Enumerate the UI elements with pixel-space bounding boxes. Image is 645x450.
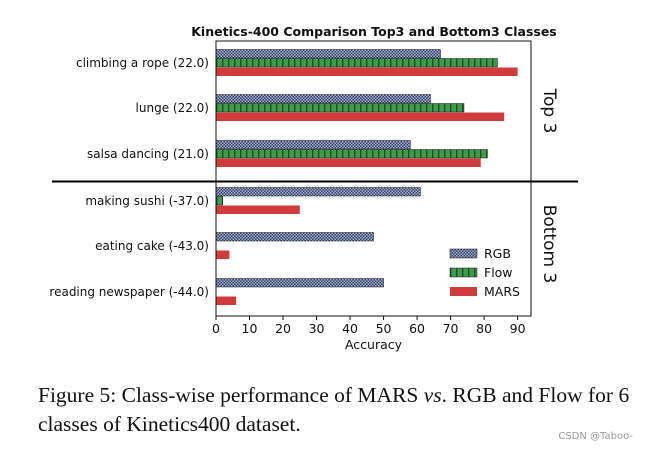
bar-chart: Kinetics-400 Comparison Top3 and Bottom3… [49, 24, 578, 352]
chart-title: Kinetics-400 Comparison Top3 and Bottom3… [191, 24, 557, 39]
bar-rgb-5 [215, 232, 374, 242]
category-label-6: reading newspaper (-44.0) [49, 285, 209, 299]
caption-italic-vs: vs [423, 383, 442, 407]
legend-label-flow: Flow [484, 265, 513, 280]
x-tick-label-6: 60 [409, 321, 425, 336]
x-axis-label: Accuracy [345, 337, 403, 352]
bar-flow-2 [215, 103, 465, 113]
legend-swatch-mars [450, 287, 477, 296]
plot-frame [215, 40, 532, 317]
bar-flow-4 [215, 196, 223, 206]
bar-flow-1 [215, 58, 498, 68]
figure-caption: Figure 5: Class-wise performance of MARS… [38, 381, 638, 439]
caption-text-end: . RGB and Flow for 6 classes of Kinetics… [38, 383, 630, 436]
caption-text-start: Figure 5: Class-wise performance of MARS [38, 383, 424, 407]
x-tick-label-3: 30 [309, 321, 325, 336]
bar-mars-6 [216, 296, 237, 305]
bar-mars-3 [216, 158, 481, 167]
bar-rgb-4 [215, 187, 421, 197]
category-label-5: eating cake (-43.0) [95, 239, 209, 253]
legend-swatch-flow [449, 267, 478, 278]
bar-mars-4 [216, 205, 300, 214]
bar-mars-1 [216, 67, 518, 76]
x-tick-label-0: 0 [212, 321, 220, 336]
bar-rgb-6 [215, 278, 384, 288]
bar-rgb-2 [215, 94, 431, 104]
x-tick-label-5: 50 [376, 321, 392, 336]
group-label-1: Top 3 [539, 88, 559, 134]
category-label-2: lunge (22.0) [136, 101, 209, 115]
legend-swatch-rgb [449, 248, 478, 259]
x-tick-label-7: 70 [443, 321, 459, 336]
x-tick-label-9: 90 [510, 321, 526, 336]
x-tick-label-4: 40 [342, 321, 358, 336]
category-label-4: making sushi (-37.0) [85, 194, 209, 208]
plot-area: climbing a rope (22.0) lunge (22.0) salsa … [49, 40, 578, 352]
legend-label-mars: MARS [484, 284, 520, 299]
x-tick-label-8: 80 [476, 321, 492, 336]
bar-rgb-3 [215, 140, 411, 150]
bar-rgb-1 [215, 49, 441, 59]
bar-mars-5 [216, 250, 230, 259]
bar-mars-2 [216, 112, 505, 121]
legend-label-rgb: RGB [484, 246, 511, 261]
category-label-3: salsa dancing (21.0) [87, 147, 209, 161]
bar-flow-3 [215, 149, 488, 159]
x-tick-label-2: 20 [275, 321, 291, 336]
group-label-2: Bottom 3 [539, 205, 559, 284]
category-label-1: climbing a rope (22.0) [76, 56, 209, 70]
x-tick-label-1: 10 [242, 321, 258, 336]
watermark: CSDN @Taboo- [558, 431, 633, 442]
